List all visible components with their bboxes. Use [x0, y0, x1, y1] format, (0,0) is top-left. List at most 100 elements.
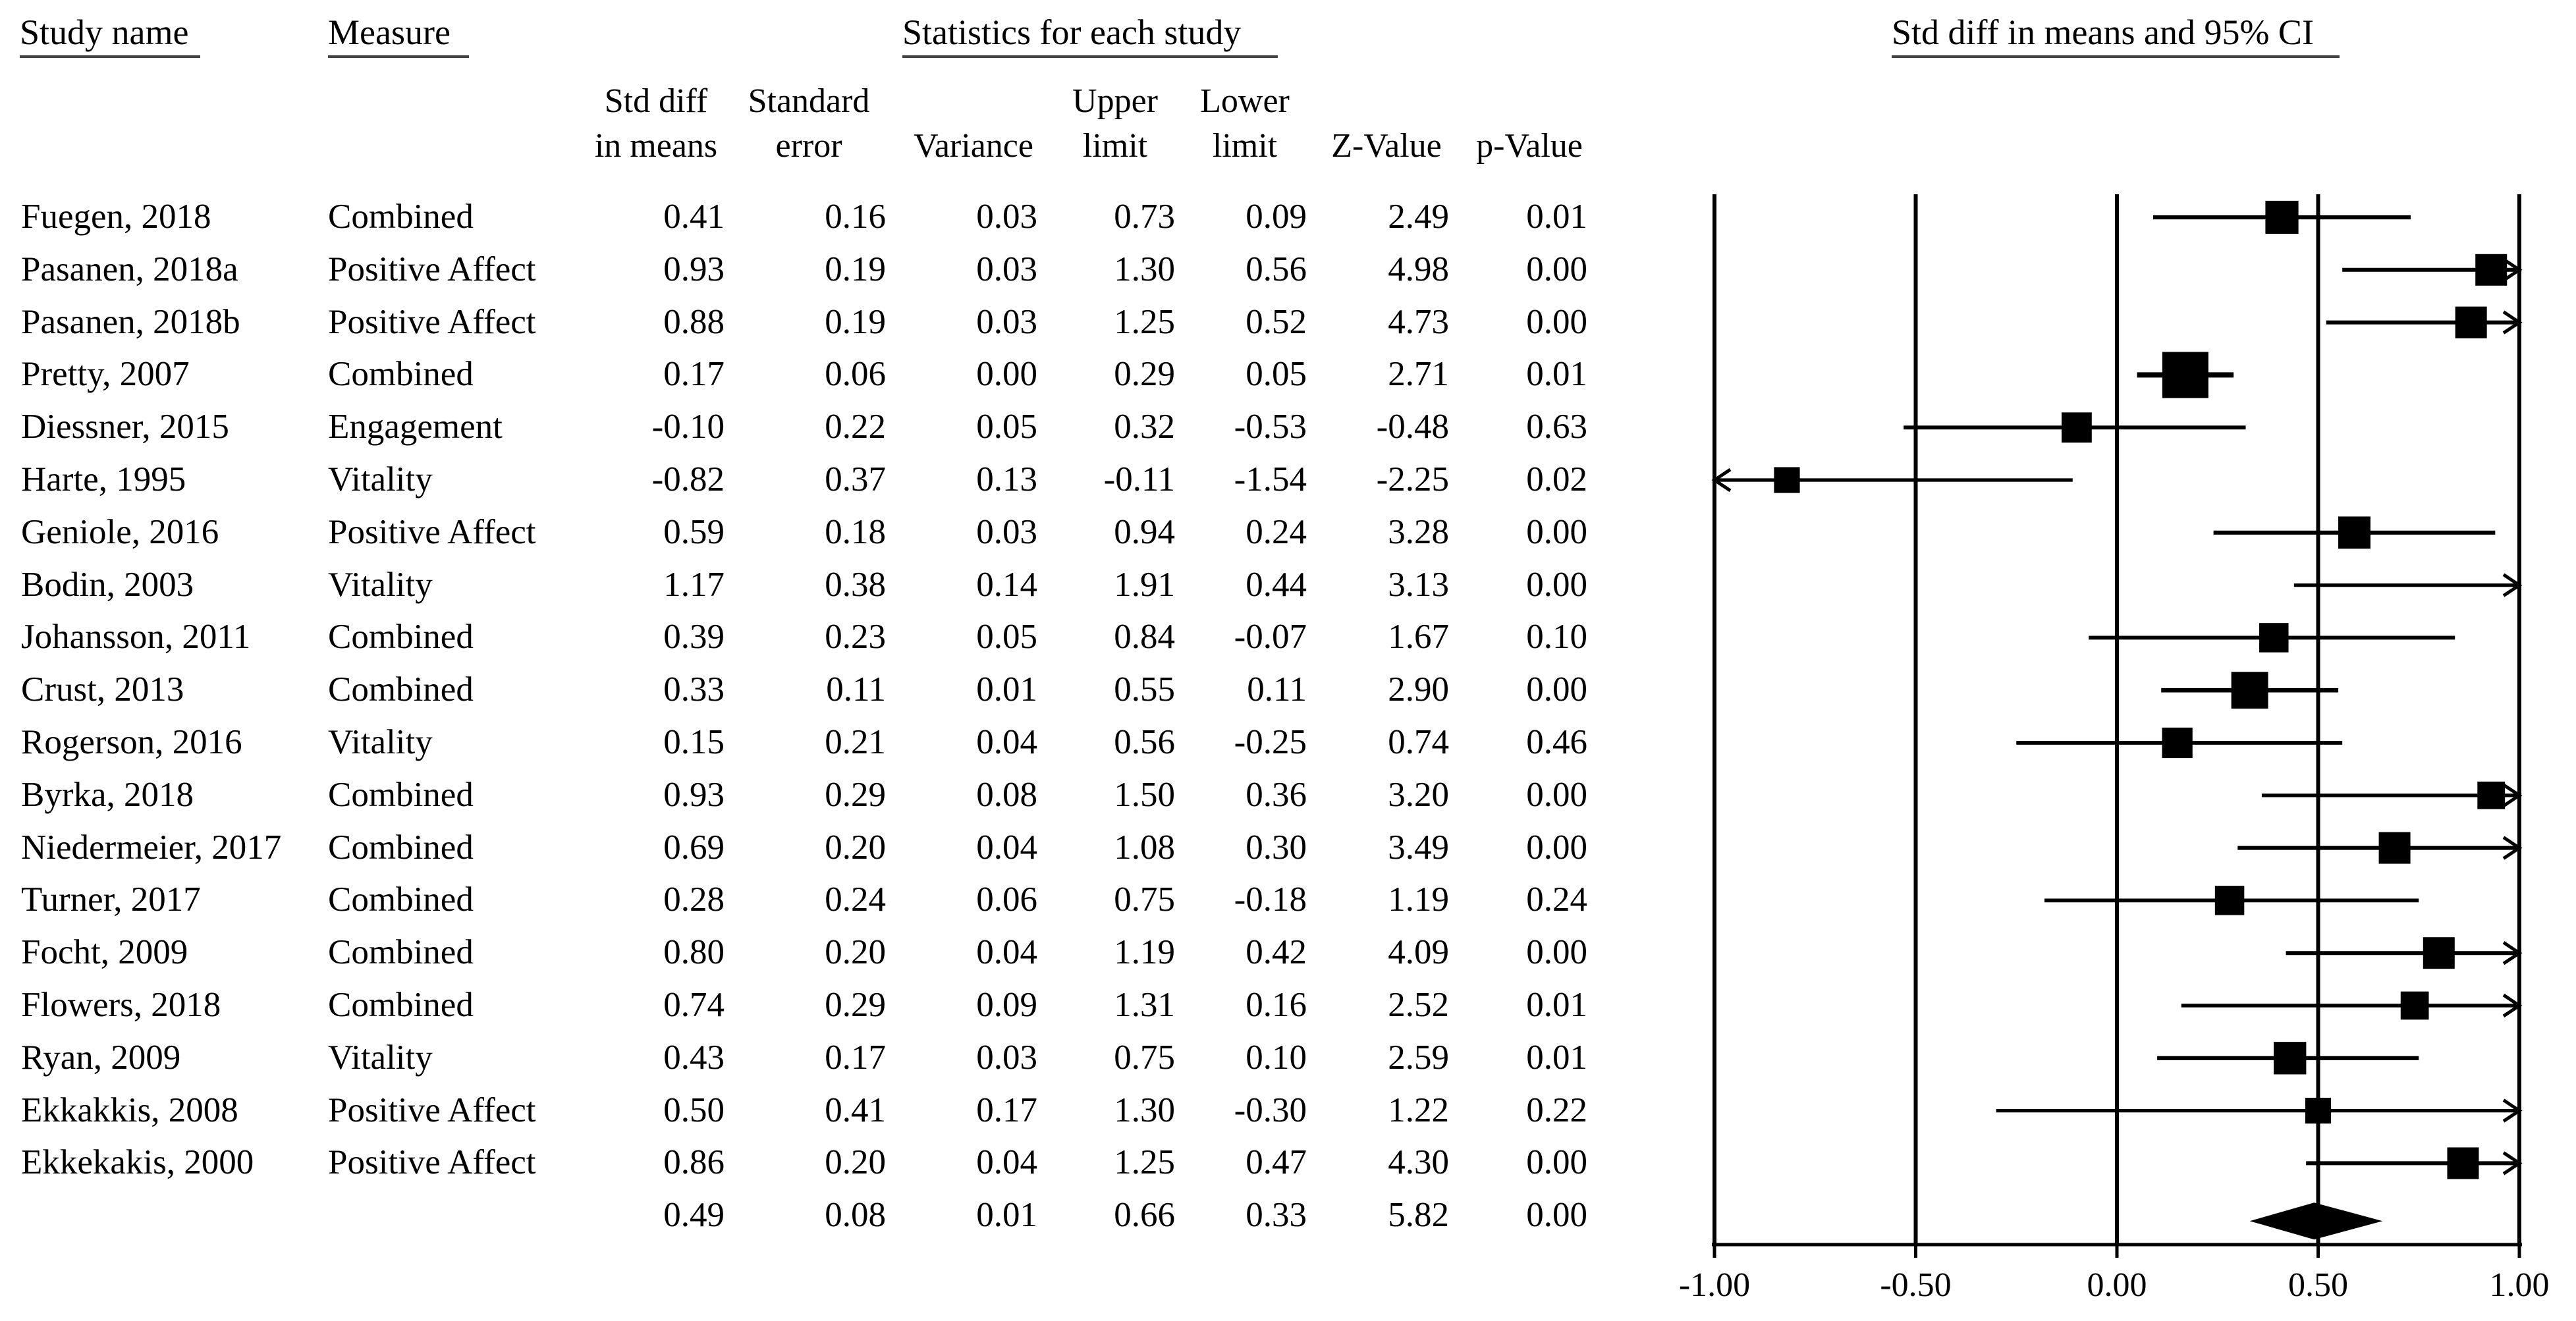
- effect-marker: [1774, 467, 1800, 493]
- upper-cell: 1.19: [1114, 933, 1175, 972]
- effect-marker: [2259, 623, 2289, 653]
- p-cell: 0.01: [1526, 355, 1587, 394]
- smd-cell: 0.39: [663, 618, 725, 657]
- effect-marker: [2338, 516, 2370, 549]
- study-name-cell: Harte, 1995: [21, 460, 186, 499]
- column-header-line1: p-Value: [1476, 127, 1583, 165]
- variance-cell: 0.17: [976, 1091, 1037, 1129]
- ci-arrow-right: [2502, 836, 2523, 860]
- effect-marker: [2162, 727, 2193, 759]
- underline-study-name: [20, 55, 200, 58]
- lower-cell: -0.07: [1234, 618, 1307, 657]
- smd-cell: 0.15: [663, 723, 725, 761]
- measure-cell: Combined: [328, 670, 474, 709]
- p-cell: 0.00: [1526, 670, 1587, 709]
- study-name-cell: Ekkekakis, 2000: [21, 1143, 254, 1182]
- lower-cell: 0.36: [1246, 775, 1307, 814]
- column-header-line2: in means: [594, 127, 718, 165]
- study-name-cell: Focht, 2009: [21, 933, 188, 972]
- p-cell: 0.00: [1526, 933, 1587, 972]
- summary-diamond: [2249, 1202, 2383, 1240]
- z-cell: 2.90: [1388, 670, 1449, 709]
- smd-cell: 0.17: [663, 355, 725, 394]
- smd-cell: 0.59: [663, 512, 725, 551]
- variance-cell: 0.03: [976, 512, 1037, 551]
- study-name-cell: Turner, 2017: [21, 880, 201, 919]
- p-cell: 0.63: [1526, 408, 1587, 446]
- smd-cell: 0.80: [663, 933, 725, 972]
- column-header-line1: Std diff: [604, 82, 708, 120]
- ci-arrow-right: [2502, 993, 2523, 1018]
- smd-cell: 0.41: [663, 198, 725, 236]
- upper-cell: 0.32: [1114, 408, 1175, 446]
- variance-cell: 0.05: [976, 408, 1037, 446]
- z-cell: 2.49: [1388, 198, 1449, 236]
- lower-cell: 0.47: [1246, 1143, 1307, 1182]
- se-cell: 0.19: [825, 302, 886, 341]
- smd-cell: 0.49: [663, 1196, 725, 1235]
- column-header-2: Variance: [875, 124, 1072, 169]
- lower-cell: 0.30: [1246, 828, 1307, 867]
- measure-cell: Combined: [328, 355, 474, 394]
- z-cell: 1.19: [1388, 880, 1449, 919]
- effect-marker: [2475, 254, 2507, 286]
- ci-arrow-right: [2502, 941, 2523, 965]
- lower-cell: 0.56: [1246, 250, 1307, 288]
- upper-cell: 0.55: [1114, 670, 1175, 709]
- smd-cell: 0.28: [663, 880, 725, 919]
- p-cell: 0.00: [1526, 1196, 1587, 1235]
- z-cell: 4.73: [1388, 302, 1449, 341]
- variance-cell: 0.04: [976, 933, 1037, 972]
- lower-cell: -0.18: [1234, 880, 1307, 919]
- variance-cell: 0.13: [976, 460, 1037, 499]
- header-study-name: Study name: [20, 13, 189, 52]
- x-tick-label-0: -1.00: [1679, 1266, 1750, 1304]
- lower-cell: 0.52: [1246, 302, 1307, 341]
- p-cell: 0.01: [1526, 986, 1587, 1024]
- z-cell: 3.13: [1388, 565, 1449, 604]
- measure-cell: Positive Affect: [328, 1091, 536, 1129]
- underline-plot-title: [1892, 55, 2340, 58]
- p-cell: 0.24: [1526, 880, 1587, 919]
- upper-cell: 1.30: [1114, 250, 1175, 288]
- x-tick-label-1: -0.50: [1880, 1266, 1951, 1304]
- z-cell: 2.71: [1388, 355, 1449, 394]
- measure-cell: Combined: [328, 618, 474, 657]
- se-cell: 0.24: [825, 880, 886, 919]
- measure-cell: Combined: [328, 198, 474, 236]
- p-cell: 0.02: [1526, 460, 1587, 499]
- upper-cell: 1.31: [1114, 986, 1175, 1024]
- upper-cell: 0.56: [1114, 723, 1175, 761]
- lower-cell: -0.25: [1234, 723, 1307, 761]
- p-cell: 0.00: [1526, 512, 1587, 551]
- measure-cell: Engagement: [328, 408, 503, 446]
- upper-cell: 1.30: [1114, 1091, 1175, 1129]
- ci-arrow-right: [2502, 573, 2523, 597]
- lower-cell: -1.54: [1234, 460, 1307, 499]
- header-statistics-group: Statistics for each study: [902, 13, 1242, 52]
- z-cell: 4.30: [1388, 1143, 1449, 1182]
- column-header-4: Lower limit: [1146, 79, 1344, 169]
- se-cell: 0.20: [825, 828, 886, 867]
- lower-cell: 0.05: [1246, 355, 1307, 394]
- measure-cell: Positive Affect: [328, 302, 536, 341]
- variance-cell: 0.01: [976, 670, 1037, 709]
- p-cell: 0.00: [1526, 565, 1587, 604]
- smd-cell: 0.88: [663, 302, 725, 341]
- effect-marker: [2447, 1147, 2479, 1179]
- effect-marker: [2423, 937, 2455, 969]
- variance-cell: 0.01: [976, 1196, 1037, 1235]
- measure-cell: Vitality: [328, 460, 433, 499]
- effect-marker: [2214, 886, 2245, 915]
- upper-cell: -0.11: [1103, 460, 1175, 499]
- upper-cell: 0.94: [1114, 512, 1175, 551]
- underline-measure: [328, 55, 469, 58]
- se-cell: 0.06: [825, 355, 886, 394]
- upper-cell: 0.66: [1114, 1196, 1175, 1235]
- smd-cell: -0.82: [651, 460, 725, 499]
- lower-cell: 0.44: [1246, 565, 1307, 604]
- study-name-cell: Ekkakkis, 2008: [21, 1091, 238, 1129]
- effect-marker: [2231, 672, 2268, 709]
- measure-cell: Vitality: [328, 723, 433, 761]
